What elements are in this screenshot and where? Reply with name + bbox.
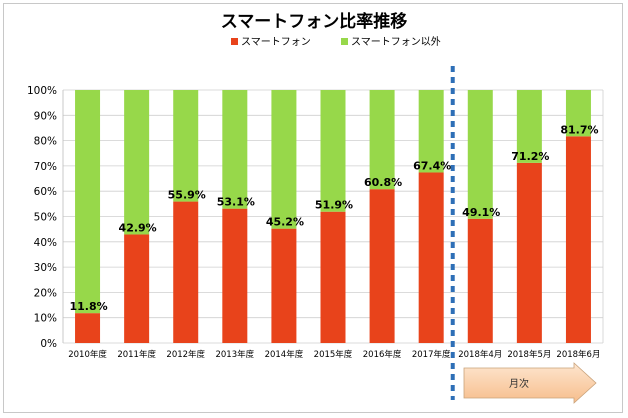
y-axis-ticks: 0% 10% 20% 30% 40% 50% 60% 70% 80% 90% 100% (27, 85, 57, 350)
bar-smartphone (271, 228, 297, 343)
bar-smartphone (75, 313, 101, 343)
x-axis-ticks: 2010年度 2011年度 2012年度 2013年度 2014年度 2015年度 2016… (68, 349, 600, 360)
bar-non-smartphone (222, 90, 248, 209)
y-tick-label: 30% (34, 262, 57, 274)
y-tick-label: 40% (34, 237, 57, 249)
bar-non-smartphone (271, 90, 297, 229)
bar-smartphone (565, 136, 591, 343)
bar-smartphone (222, 208, 248, 343)
data-label: 71.2% (511, 150, 549, 163)
bar-non-smartphone (418, 90, 444, 173)
bar-smartphone (320, 211, 346, 343)
data-label: 51.9% (315, 199, 353, 212)
legend-label-non-smartphone: スマートフォン以外 (351, 36, 441, 48)
bar-smartphone (418, 172, 444, 343)
legend-swatch-non-smartphone (341, 38, 348, 45)
legend: スマートフォン スマートフォン以外 (231, 36, 441, 48)
y-tick-label: 100% (27, 85, 57, 97)
bar-non-smartphone (124, 90, 150, 235)
x-tick-label: 2018年4月 (458, 349, 502, 360)
x-tick-label: 2013年度 (215, 349, 254, 360)
data-label: 45.2% (266, 216, 304, 229)
bar-non-smartphone (75, 90, 101, 314)
data-label: 11.8% (69, 300, 107, 313)
y-tick-label: 60% (34, 186, 57, 198)
x-tick-label: 2018年6月 (556, 349, 600, 360)
data-label: 42.9% (119, 221, 157, 234)
data-label: 49.1% (462, 206, 500, 219)
x-tick-label: 2016年度 (363, 349, 402, 360)
x-tick-label: 2015年度 (314, 349, 353, 360)
data-labels: 11.8% 42.9% 55.9% 53.1% 45.2% 51.9% 60.8% 67.4%… (69, 123, 598, 313)
x-tick-label: 2014年度 (265, 349, 304, 360)
y-tick-label: 50% (34, 212, 57, 224)
bars (75, 90, 591, 343)
bar-non-smartphone (320, 90, 346, 212)
legend-label-smartphone: スマートフォン (241, 37, 311, 48)
bar-smartphone (467, 218, 493, 343)
data-label: 55.9% (168, 189, 206, 202)
bar-smartphone (173, 201, 199, 343)
bar-non-smartphone (516, 90, 542, 163)
bar-non-smartphone (467, 90, 493, 219)
chart-title: スマートフォン比率推移 (221, 11, 408, 32)
arrow-label: 月次 (509, 377, 529, 390)
monthly-arrow: 月次 (463, 362, 597, 404)
x-tick-label: 2012年度 (166, 349, 205, 360)
bar-non-smartphone (369, 90, 395, 190)
x-tick-label: 2011年度 (117, 349, 156, 360)
data-label: 81.7% (560, 123, 598, 136)
bar-non-smartphone (173, 90, 199, 202)
data-label: 60.8% (364, 176, 402, 189)
bar-smartphone (516, 162, 542, 343)
x-tick-label: 2017年度 (412, 349, 451, 360)
y-tick-label: 90% (34, 110, 57, 122)
data-label: 53.1% (217, 196, 255, 209)
y-tick-label: 20% (34, 287, 57, 299)
x-tick-label: 2010年度 (68, 349, 107, 360)
arrow-shape (463, 362, 597, 404)
x-tick-label: 2018年5月 (507, 349, 551, 360)
y-tick-label: 0% (40, 338, 57, 350)
bar-non-smartphone (565, 90, 591, 137)
legend-swatch-smartphone (231, 38, 238, 45)
bar-smartphone (369, 189, 395, 343)
bar-smartphone (124, 234, 150, 343)
data-label: 67.4% (413, 159, 451, 172)
y-tick-label: 70% (34, 161, 57, 173)
y-tick-label: 10% (34, 313, 57, 325)
y-tick-label: 80% (34, 136, 57, 148)
